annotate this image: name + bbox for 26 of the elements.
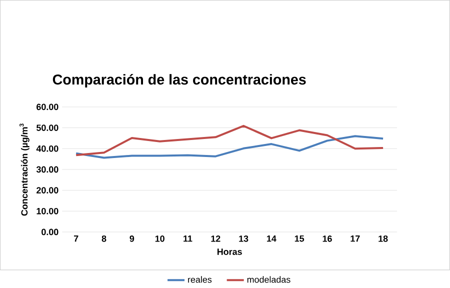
legend-label: modeladas <box>247 276 290 283</box>
line-series <box>75 135 384 159</box>
x-tick-label: 16 <box>322 235 332 242</box>
x-tick-label: 9 <box>130 235 134 242</box>
line-series <box>75 124 384 156</box>
x-tick-label: 13 <box>239 235 248 242</box>
legend-label: reales <box>188 276 212 283</box>
x-tick-label: 10 <box>155 235 164 242</box>
x-tick-label: 12 <box>211 235 220 242</box>
y-tick-label: 40.00 <box>36 145 58 152</box>
y-tick-label: 60.00 <box>36 104 58 110</box>
chart-title: Comparación de las concentraciones <box>52 74 306 88</box>
x-axis-title: Horas <box>217 248 242 255</box>
x-tick-label: 11 <box>184 235 192 242</box>
x-tick-label: 14 <box>267 235 276 242</box>
x-tick-label: 8 <box>102 235 106 242</box>
y-tick-label: 30.00 <box>36 166 58 173</box>
y-tick-label: 0.00 <box>42 228 58 236</box>
x-tick-label: 15 <box>294 235 304 242</box>
y-tick-label: 50.00 <box>36 124 58 131</box>
y-axis-title: Concentración (µg/m$^{3}$ <box>20 124 30 216</box>
x-tick-label: 7 <box>74 235 78 242</box>
y-tick-label: 20.00 <box>36 187 58 194</box>
y-tick-label: 10.00 <box>36 208 58 214</box>
x-tick-label: 17 <box>350 235 360 242</box>
x-tick-label: 18 <box>378 235 388 242</box>
